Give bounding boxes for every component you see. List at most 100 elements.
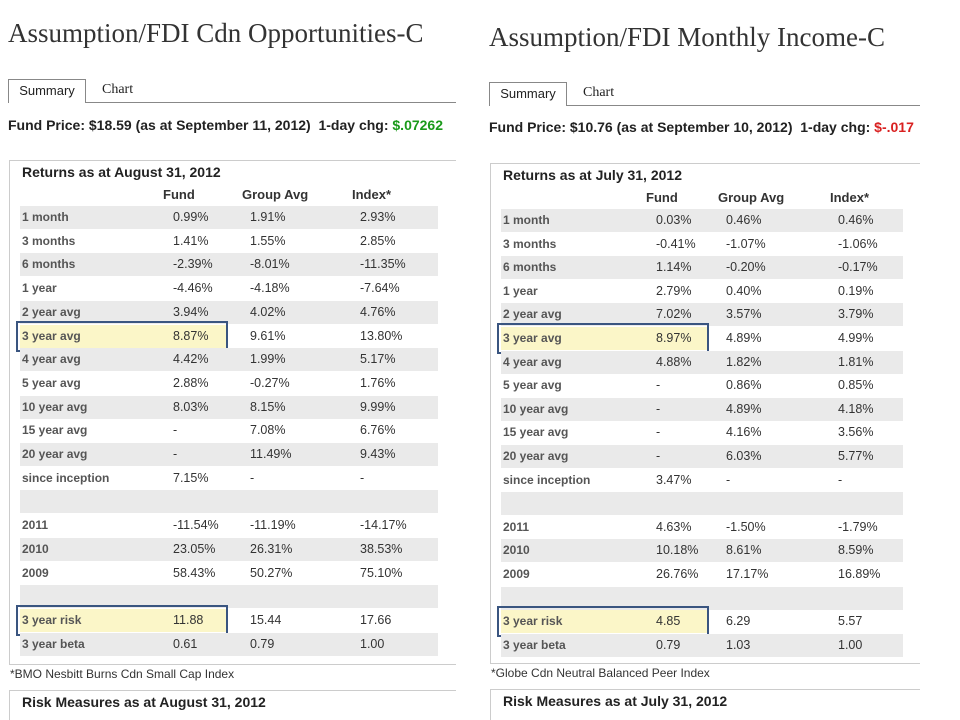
cell-group-avg: 0.40% <box>726 283 762 298</box>
row-label: 3 year avg <box>503 331 562 345</box>
row-label: 5 year avg <box>503 378 562 393</box>
cell-fund: 4.88% <box>656 354 692 369</box>
cell-fund: 58.43% <box>173 565 216 580</box>
one-day-change-label: 1-day chg: <box>318 117 389 133</box>
column-header-group-avg: Group Avg <box>242 187 309 202</box>
cell-index: -7.64% <box>360 281 400 296</box>
returns-table: Returns as at August 31, 2012 Fund Group… <box>9 160 456 665</box>
fund-price-text: Fund Price: $18.59 (as at September 11, … <box>8 117 311 133</box>
cell-fund: 0.61 <box>173 636 198 651</box>
cell-fund: 8.87% <box>173 328 209 343</box>
cell-index: 5.17% <box>360 352 396 367</box>
cell-group-avg: -0.20% <box>726 260 766 275</box>
row-label: 3 year beta <box>22 636 85 651</box>
row-label: 2009 <box>22 565 49 580</box>
table-spacer-row <box>20 585 438 609</box>
one-day-change-value: $.07262 <box>392 117 443 133</box>
cell-index: 1.00 <box>838 637 863 652</box>
table-spacer-row <box>501 492 903 516</box>
table-row: 3 year avg 8.87% 9.61% 13.80% <box>16 320 438 352</box>
cell-fund: - <box>173 447 178 461</box>
cell-fund: 0.03% <box>656 213 692 227</box>
cell-group-avg: 4.89% <box>726 331 762 345</box>
cell-index: -11.35% <box>360 257 406 272</box>
column-header-fund: Fund <box>163 187 195 202</box>
cell-fund: -11.54% <box>173 518 219 533</box>
cell-index: 13.80% <box>360 328 403 343</box>
cell-group-avg: 1.82% <box>726 354 762 369</box>
cell-index: 0.85% <box>838 378 874 393</box>
tab-chart[interactable]: Chart <box>102 82 134 97</box>
cell-index: 0.46% <box>838 213 874 227</box>
table-row: 3 year risk 11.88 15.44 17.66 <box>16 604 438 636</box>
one-day-change-label: 1-day chg: <box>800 119 871 135</box>
table-row: 15 year avg - 7.08% 6.76% <box>20 419 438 442</box>
cell-fund: 2.88% <box>173 375 209 390</box>
cell-fund: -4.46% <box>173 281 213 296</box>
cell-fund: 4.42% <box>173 352 209 367</box>
row-label: 2 year avg <box>503 307 562 322</box>
risk-measures-heading: Risk Measures as at August 31, 2012 <box>22 694 266 710</box>
cell-index: 4.18% <box>838 401 874 416</box>
cell-index: 16.89% <box>838 567 881 581</box>
cell-fund: -2.39% <box>173 257 213 272</box>
row-label: 15 year avg <box>22 423 88 438</box>
row-label: 3 months <box>503 236 557 251</box>
column-header-index: Index* <box>352 187 392 202</box>
cell-group-avg: 1.55% <box>250 233 286 248</box>
column-header-group-avg: Group Avg <box>718 190 785 205</box>
row-label: 4 year avg <box>503 354 562 369</box>
cell-group-avg: 0.79 <box>250 636 275 651</box>
highlighted-cells <box>501 610 707 634</box>
highlight-outline-box <box>497 606 709 638</box>
fund-title: Assumption/FDI Monthly Income-C <box>489 22 885 52</box>
fund-price-text: Fund Price: $10.76 (as at September 10, … <box>489 119 793 135</box>
cell-group-avg: -1.07% <box>726 236 766 251</box>
tab-summary[interactable]: Summary <box>8 79 86 103</box>
table-row: 4 year avg 4.42% 1.99% 5.17% <box>20 348 438 372</box>
table-row: 2010 10.18% 8.61% 8.59% <box>501 539 903 563</box>
table-row: 10 year avg 8.03% 8.15% 9.99% <box>20 395 438 419</box>
row-label: 10 year avg <box>22 399 88 414</box>
row-label: 10 year avg <box>503 401 569 416</box>
row-label: 3 year avg <box>22 328 81 343</box>
cell-fund: 0.99% <box>173 210 209 224</box>
tab-chart[interactable]: Chart <box>583 85 615 100</box>
cell-index: 4.76% <box>360 304 396 319</box>
cell-group-avg: -0.27% <box>250 375 290 390</box>
cell-group-avg: 8.61% <box>726 543 762 558</box>
highlight-outline-box <box>16 320 228 352</box>
cell-group-avg: 11.49% <box>250 447 292 461</box>
cell-group-avg: 9.61% <box>250 328 286 343</box>
cell-index: -0.17% <box>838 260 878 275</box>
highlight-outline-box <box>497 323 709 354</box>
table-row: 2009 58.43% 50.27% 75.10% <box>20 562 438 585</box>
cell-index: 2.85% <box>360 233 396 248</box>
tab-bar: Summary Chart <box>8 79 456 103</box>
row-label: 1 year <box>22 281 57 296</box>
index-footnote: *BMO Nesbitt Burns Cdn Small Cap Index <box>10 667 235 681</box>
cell-index: 38.53% <box>360 541 403 556</box>
table-row: since inception 3.47% - - <box>501 469 903 492</box>
cell-index: - <box>360 470 365 485</box>
row-label: 2011 <box>22 518 49 533</box>
risk-measures-section: Risk Measures as at July 31, 2012 <box>490 689 920 720</box>
table-row: 2011 -11.54% -11.19% -14.17% <box>20 514 438 537</box>
row-label: 20 year avg <box>503 449 569 463</box>
cell-index: 9.99% <box>360 399 396 414</box>
cell-group-avg: 4.16% <box>726 425 762 440</box>
table-row: 2011 4.63% -1.50% -1.79% <box>501 516 903 539</box>
row-label: since inception <box>503 472 591 487</box>
row-label: 4 year avg <box>22 352 81 367</box>
table-spacer-row <box>20 490 438 514</box>
cell-group-avg: 17.17% <box>726 567 769 581</box>
table-row: since inception 7.15% - - <box>20 467 438 490</box>
cell-index: 3.56% <box>838 425 874 440</box>
fund-panel-left: Assumption/FDI Cdn Opportunities-C Summa… <box>0 0 456 720</box>
table-row: 3 months 1.41% 1.55% 2.85% <box>20 230 438 253</box>
table-row: 20 year avg - 11.49% 9.43% <box>20 443 438 466</box>
cell-group-avg: 1.03 <box>726 637 751 652</box>
table-row: 10 year avg - 4.89% 4.18% <box>501 397 903 421</box>
tab-summary[interactable]: Summary <box>489 82 567 106</box>
highlighted-cells <box>20 608 226 632</box>
